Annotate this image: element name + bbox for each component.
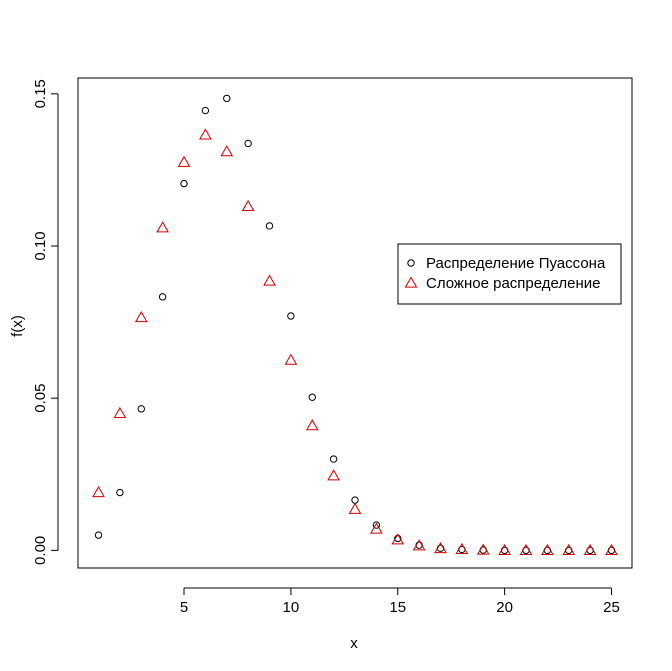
compound-point [583,543,597,555]
poisson-point [372,521,381,529]
x-tick-label: 15 [389,599,406,616]
compound-point [455,542,469,555]
y-tick-label: 0.05 [32,384,49,413]
y-axis-title: f(x) [9,315,26,337]
legend-label: Распределение Пуассона [426,255,606,272]
compound-point [498,543,511,555]
legend: Распределение Пуассона Сложное распределе… [397,243,622,305]
compound-point [391,533,405,545]
x-axis-title: x [350,635,358,652]
poisson-point [329,455,338,463]
y-tick-label: 0.00 [32,536,49,565]
compound-point [370,522,383,534]
compound-point [241,199,255,212]
poisson-point [158,293,167,301]
legend-box [397,243,622,305]
compound-point [156,221,170,233]
compound-point [605,543,618,555]
compound-point [113,406,127,419]
x-tick-label: 5 [180,599,188,616]
x-tick-label: 10 [283,599,300,616]
compound-point [220,145,234,157]
poisson-point [287,312,295,320]
poisson-point [308,393,316,401]
x-tick-label: 25 [603,599,620,616]
poisson-point [244,139,252,148]
compound-point [177,155,191,167]
legend-label: Сложное распределение [426,275,600,292]
poisson-point [351,496,359,504]
compound-point [348,502,362,514]
x-tick-label: 20 [496,599,513,616]
poisson-point [265,222,274,230]
data-points [92,94,618,555]
compound-point [263,274,276,286]
compound-point [562,543,576,555]
compound-point [519,543,533,555]
compound-point [284,353,298,365]
poisson-point [394,534,402,543]
legend-marker-circle [407,259,415,267]
compound-point [134,311,148,323]
compound-point [412,539,426,551]
compound-point [92,486,105,498]
poisson-point [223,94,231,103]
x-axis: 5 10 15 20 25 [180,587,620,616]
compound-point [327,469,340,481]
poisson-point [180,179,188,188]
compound-point [305,419,319,431]
plot-frame [77,77,633,569]
compound-point [540,543,554,555]
compound-point [199,128,212,140]
compound-point [434,542,447,554]
y-axis: 0.00 0.05 0.10 0.15 [32,79,59,565]
poisson-point [94,531,103,539]
poisson-point [116,488,124,497]
y-tick-label: 0.10 [32,231,49,260]
poisson-point [137,405,145,413]
compound-point [476,543,490,555]
y-tick-label: 0.15 [32,79,49,108]
legend-marker-triangle [404,276,418,288]
poisson-point [201,106,210,115]
